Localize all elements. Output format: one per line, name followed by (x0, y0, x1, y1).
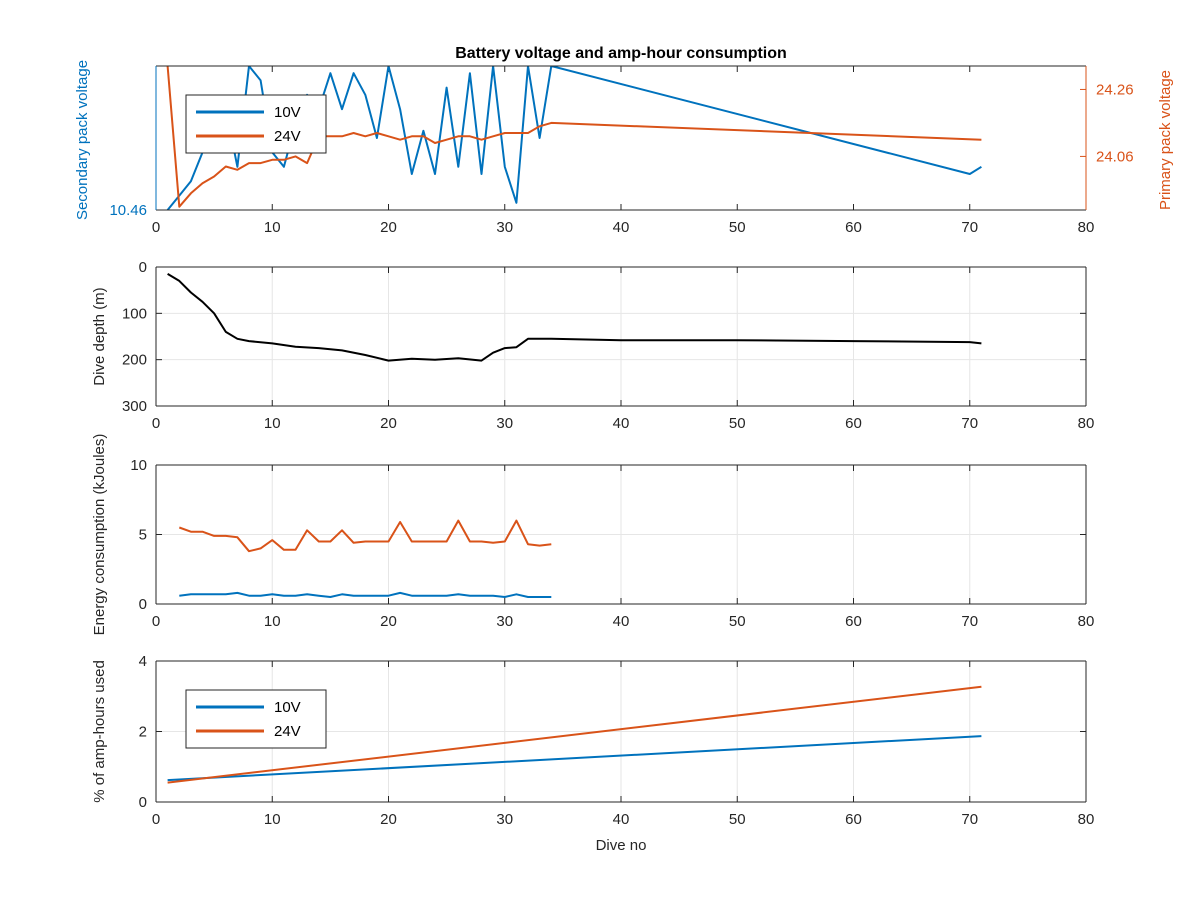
x-tick-label: 0 (152, 219, 160, 236)
x-tick-label: 70 (961, 811, 978, 828)
legend-label: 10V (274, 104, 301, 121)
legend-label: 10V (274, 699, 301, 716)
x-tick-label: 70 (961, 613, 978, 630)
y-tick-label: 300 (122, 398, 147, 415)
series-group (178, 519, 552, 598)
x-tick-label: 10 (264, 219, 281, 236)
chart-title: Battery voltage and amp-hour consumption (455, 45, 787, 62)
x-tick-label: 40 (613, 415, 630, 432)
x-tick-label: 60 (845, 219, 862, 236)
legend-box (185, 94, 327, 154)
series-line-1 (179, 591, 552, 598)
y-tick-label: 0 (139, 794, 147, 811)
x-tick-label: 50 (729, 613, 746, 630)
x-tick-label: 60 (845, 811, 862, 828)
subplot-2: 0 10 20 30 40 50 60 70 80 0 100 200 300 Dive depth (m… (91, 259, 1094, 432)
y-axis-label-right: Primary pack voltage (1157, 70, 1174, 210)
x-tick-label: 0 (152, 811, 160, 828)
y-tick-label: 4 (139, 653, 147, 670)
x-tick-label: 10 (264, 811, 281, 828)
x-tick-label: 80 (1078, 219, 1095, 236)
x-tick-label: 70 (961, 219, 978, 236)
series-line-10v (167, 735, 982, 782)
x-tick-label: 40 (613, 219, 630, 236)
x-axis-label: Dive no (596, 837, 647, 854)
x-tick-label: 0 (152, 415, 160, 432)
x-tick-label: 30 (496, 613, 513, 630)
x-tick-label: 20 (380, 219, 397, 236)
series-line-2 (178, 519, 552, 553)
x-tick-label: 60 (845, 415, 862, 432)
y-tick-label: 10.46 (109, 202, 147, 219)
y-tick-label: 5 (139, 527, 147, 544)
y-tick-label-right: 24.06 (1096, 148, 1134, 165)
y-tick-label-right: 24.26 (1096, 81, 1134, 98)
x-tick-label: 20 (380, 613, 397, 630)
x-tick-label: 30 (496, 811, 513, 828)
subplot-4: 0 10 20 30 40 50 60 70 80 0 2 4 Dive no % of amp-hour… (91, 653, 1094, 854)
x-tick-label: 10 (264, 613, 281, 630)
series-line-1 (167, 273, 982, 362)
subplot-3: 0 10 20 30 40 50 60 70 80 0 5 10 Energy consumption … (91, 434, 1094, 636)
series-group (167, 273, 982, 362)
y-tick-label: 0 (139, 596, 147, 613)
x-tick-label: 40 (613, 613, 630, 630)
x-tick-label: 30 (496, 415, 513, 432)
x-tick-label: 20 (380, 811, 397, 828)
x-tick-label: 80 (1078, 613, 1095, 630)
x-tick-label: 10 (264, 415, 281, 432)
x-tick-label: 0 (152, 613, 160, 630)
x-tick-label: 80 (1078, 811, 1095, 828)
y-axis-label: Dive depth (m) (91, 287, 108, 385)
x-tick-label: 20 (380, 415, 397, 432)
y-axis-label-left: Secondary pack voltage (74, 60, 91, 220)
y-tick-label: 100 (122, 305, 147, 322)
y-axis-label: % of amp-hours used (91, 660, 108, 803)
x-tick-label: 60 (845, 613, 862, 630)
x-tick-label: 30 (496, 219, 513, 236)
series-group (166, 66, 982, 210)
x-tick-label: 50 (729, 415, 746, 432)
series-line-24v (166, 66, 982, 208)
x-tick-label: 50 (729, 219, 746, 236)
x-tick-label: 50 (729, 811, 746, 828)
legend-box (185, 689, 327, 749)
x-tick-label: 70 (961, 415, 978, 432)
x-tick-label: 80 (1078, 415, 1095, 432)
series-group (167, 685, 982, 784)
series-line-24v (167, 685, 982, 784)
legend-label: 24V (274, 128, 301, 145)
legend-label: 24V (274, 723, 301, 740)
x-tick-label: 40 (613, 811, 630, 828)
y-tick-label: 0 (139, 259, 147, 276)
series-line-10v (166, 66, 982, 210)
y-axis-label: Energy consumption (kJoules) (91, 434, 108, 636)
y-tick-label: 10 (130, 457, 147, 474)
subplot-1: 0 10 20 30 40 50 60 70 80 10.46 24.06 24.26 Battery … (74, 45, 1174, 236)
y-tick-label: 2 (139, 724, 147, 741)
y-tick-label: 200 (122, 352, 147, 369)
